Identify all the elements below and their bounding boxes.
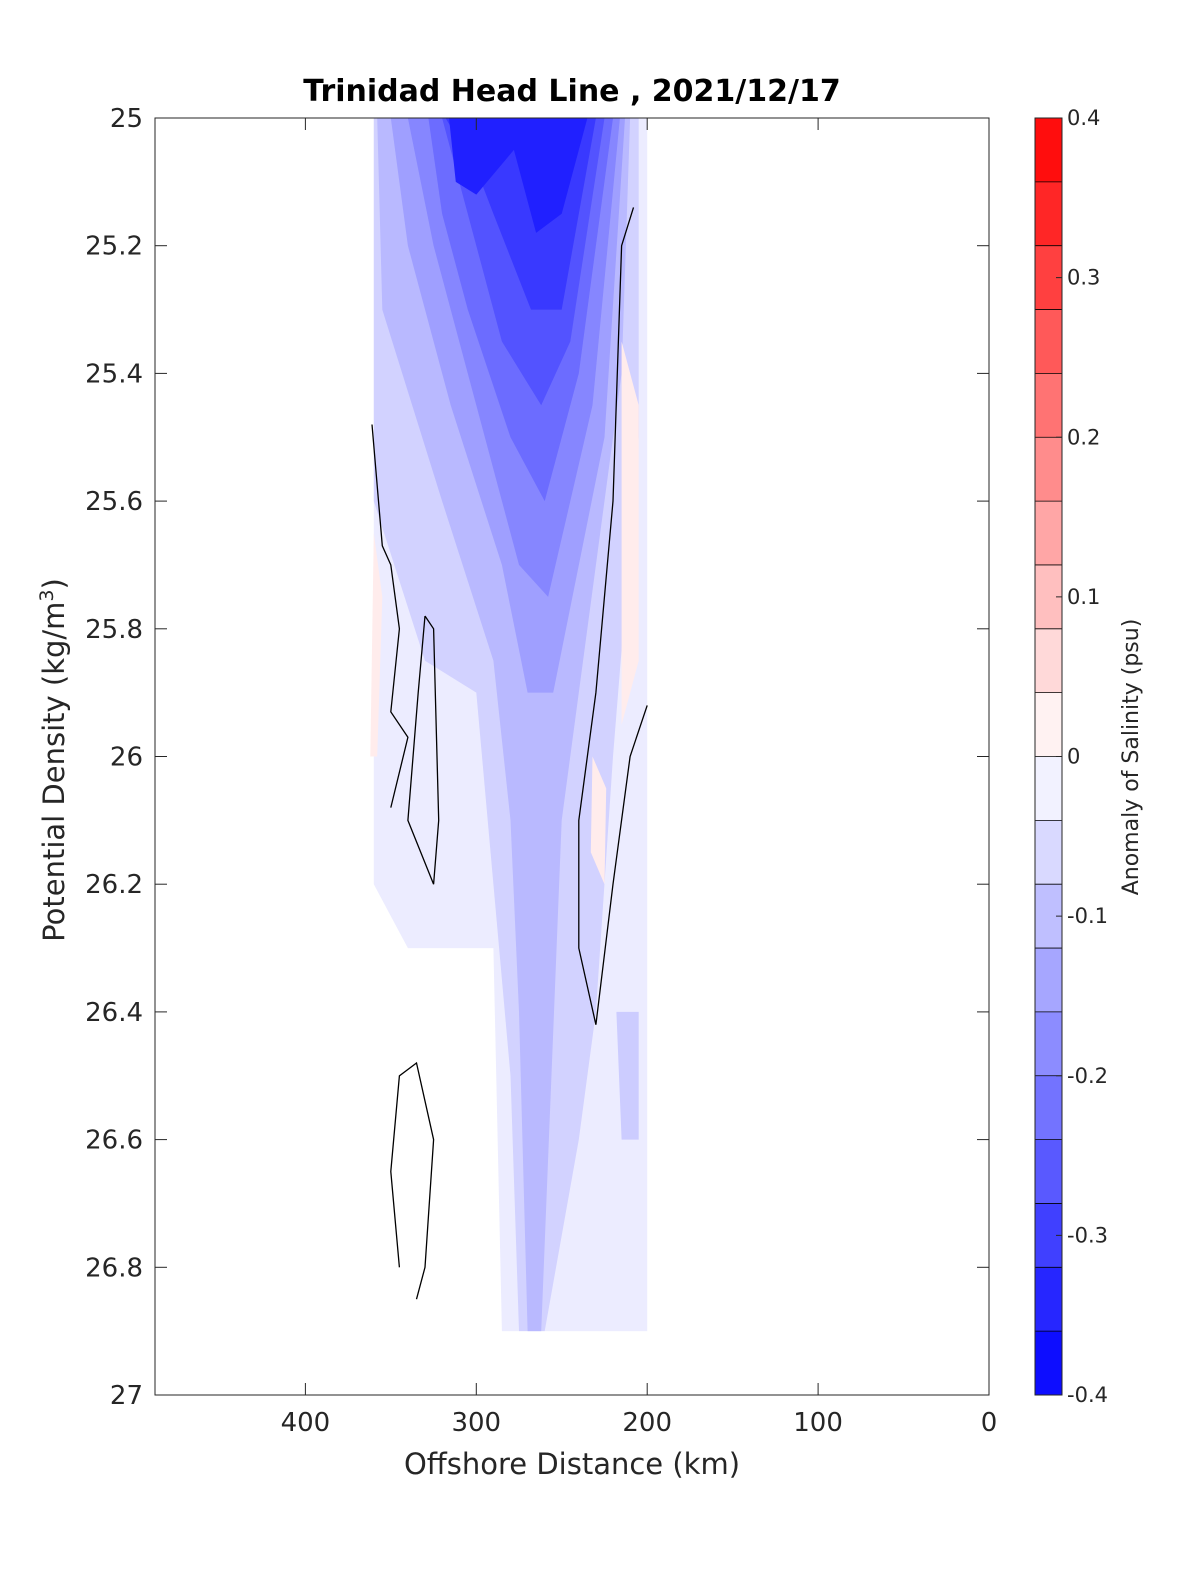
y-tick-label-2: 25.4 [85, 359, 143, 389]
colorbar-band-6 [1035, 501, 1062, 566]
x-axis-label: Offshore Distance (km) [404, 1447, 740, 1481]
y-tick-label-9: 26.8 [85, 1253, 143, 1283]
y-tick-label-5: 26 [110, 743, 143, 773]
colorbar-tick-label-6: -0.2 [1067, 1064, 1108, 1088]
colorbar-tick-label-2: 0.2 [1067, 425, 1100, 449]
anomaly-region-12 [590, 756, 607, 885]
colorbar-band-13 [1035, 948, 1062, 1013]
y-tick-label-3: 25.6 [85, 487, 143, 517]
colorbar-band-15 [1035, 1075, 1062, 1140]
colorbar-tick-label-8: -0.4 [1067, 1383, 1108, 1407]
x-tick-label-3: 100 [793, 1408, 843, 1438]
contour-lines [371, 207, 648, 1300]
y-tick-label-0: 25 [110, 104, 143, 134]
x-tick-label-0: 400 [281, 1408, 331, 1438]
colorbar-band-8 [1035, 628, 1062, 694]
colorbar-band-4 [1035, 373, 1062, 438]
colorbar-tick-label-4: 0 [1067, 745, 1080, 769]
colorbar-tick-label-3: 0.1 [1067, 585, 1100, 609]
colorbar-band-14 [1035, 1011, 1062, 1077]
colorbar-tick-label-0: 0.4 [1067, 106, 1100, 130]
zero-contour-3 [390, 1061, 435, 1300]
y-tick-label-1: 25.2 [85, 232, 143, 262]
colorbar-band-5 [1035, 437, 1062, 502]
anomaly-region-10 [621, 341, 639, 725]
colorbar-band-9 [1035, 692, 1062, 757]
anomaly-region-9 [616, 1011, 639, 1140]
colorbar: 0.4 0.3 0.2 0.1 0 -0.1 -0.2 -0.3 -0.4 [1034, 106, 1108, 1407]
colorbar-band-0 [1035, 118, 1062, 183]
x-axis: 400 300 200 100 0 [281, 118, 998, 1438]
colorbar-band-11 [1035, 820, 1062, 885]
y-axis-label-main: Potential Density (kg/m [37, 602, 71, 942]
zero-contour-2 [578, 207, 648, 1025]
colorbar-band-16 [1035, 1139, 1062, 1204]
colorbar-tick-label-7: -0.3 [1067, 1223, 1108, 1247]
colorbar-tick-label-5: -0.1 [1067, 904, 1108, 928]
chart-title: Trinidad Head Line , 2021/12/17 [303, 74, 840, 109]
colorbar-band-19 [1035, 1331, 1062, 1396]
colorbar-band-3 [1035, 309, 1062, 374]
y-axis-label: Potential Density (kg/m3) [36, 578, 71, 942]
y-tick-label-6: 26.2 [85, 870, 143, 900]
y-axis-label-close: ) [37, 578, 71, 589]
x-tick-label-4: 0 [981, 1408, 998, 1438]
y-axis: 25 25.2 25.4 25.6 25.8 26 26.2 26.4 26.6 26.8 27 [85, 104, 989, 1411]
x-tick-label-2: 200 [622, 1408, 672, 1438]
plot-area [155, 118, 989, 1395]
y-tick-label-4: 25.8 [85, 615, 143, 645]
y-tick-label-10: 27 [110, 1381, 143, 1411]
anomaly-region-11 [370, 533, 383, 757]
colorbar-band-18 [1035, 1267, 1062, 1332]
colorbar-band-10 [1035, 756, 1062, 821]
colorbar-band-1 [1035, 181, 1062, 247]
x-tick-label-1: 300 [451, 1408, 501, 1438]
colorbar-label: Anomaly of Salinity (psu) [1119, 619, 1144, 896]
y-tick-label-8: 26.6 [85, 1126, 143, 1156]
y-axis-label-superscript: 3 [36, 589, 58, 601]
zero-contour-1 [407, 615, 440, 885]
y-tick-label-7: 26.4 [85, 998, 143, 1028]
colorbar-tick-label-1: 0.3 [1067, 266, 1100, 290]
anomaly-region-8 [449, 118, 588, 233]
zero-contour-0 [371, 424, 409, 808]
